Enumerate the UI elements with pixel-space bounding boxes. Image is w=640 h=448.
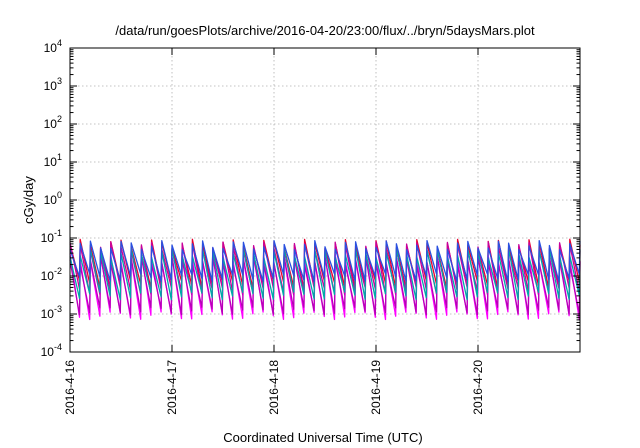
x-tick-label: 2016-4-18 <box>267 360 281 415</box>
y-tick-label: 10-3 <box>41 304 62 321</box>
x-tick-labels: 2016-4-16 2016-4-17 2016-4-18 2016-4-19 2016… <box>63 360 485 415</box>
x-tick-label: 2016-4-16 <box>63 360 77 415</box>
y-tick-label: 10-1 <box>41 228 62 245</box>
axis-ticks <box>69 47 580 353</box>
series-group <box>69 238 581 321</box>
x-tick-label: 2016-4-20 <box>471 360 485 415</box>
x-tick-label: 2016-4-19 <box>369 360 383 415</box>
y-tick-labels: 10-4 10-3 10-2 10-1 100 101 102 103 104 <box>41 38 62 359</box>
series-line <box>69 239 581 283</box>
y-tick-label: 10-2 <box>41 266 62 283</box>
x-axis-label: Coordinated Universal Time (UTC) <box>223 430 422 445</box>
y-tick-label: 101 <box>44 152 62 169</box>
y-tick-label: 100 <box>44 190 62 207</box>
x-tick-label: 2016-4-17 <box>165 360 179 415</box>
y-tick-label: 102 <box>44 114 62 131</box>
y-tick-label: 103 <box>44 76 62 93</box>
y-tick-label: 10-4 <box>41 342 62 359</box>
y-axis-label: cGy/day <box>21 176 36 224</box>
y-tick-label: 104 <box>44 38 62 55</box>
chart-title: /data/run/goesPlots/archive/2016-04-20/2… <box>115 23 535 38</box>
